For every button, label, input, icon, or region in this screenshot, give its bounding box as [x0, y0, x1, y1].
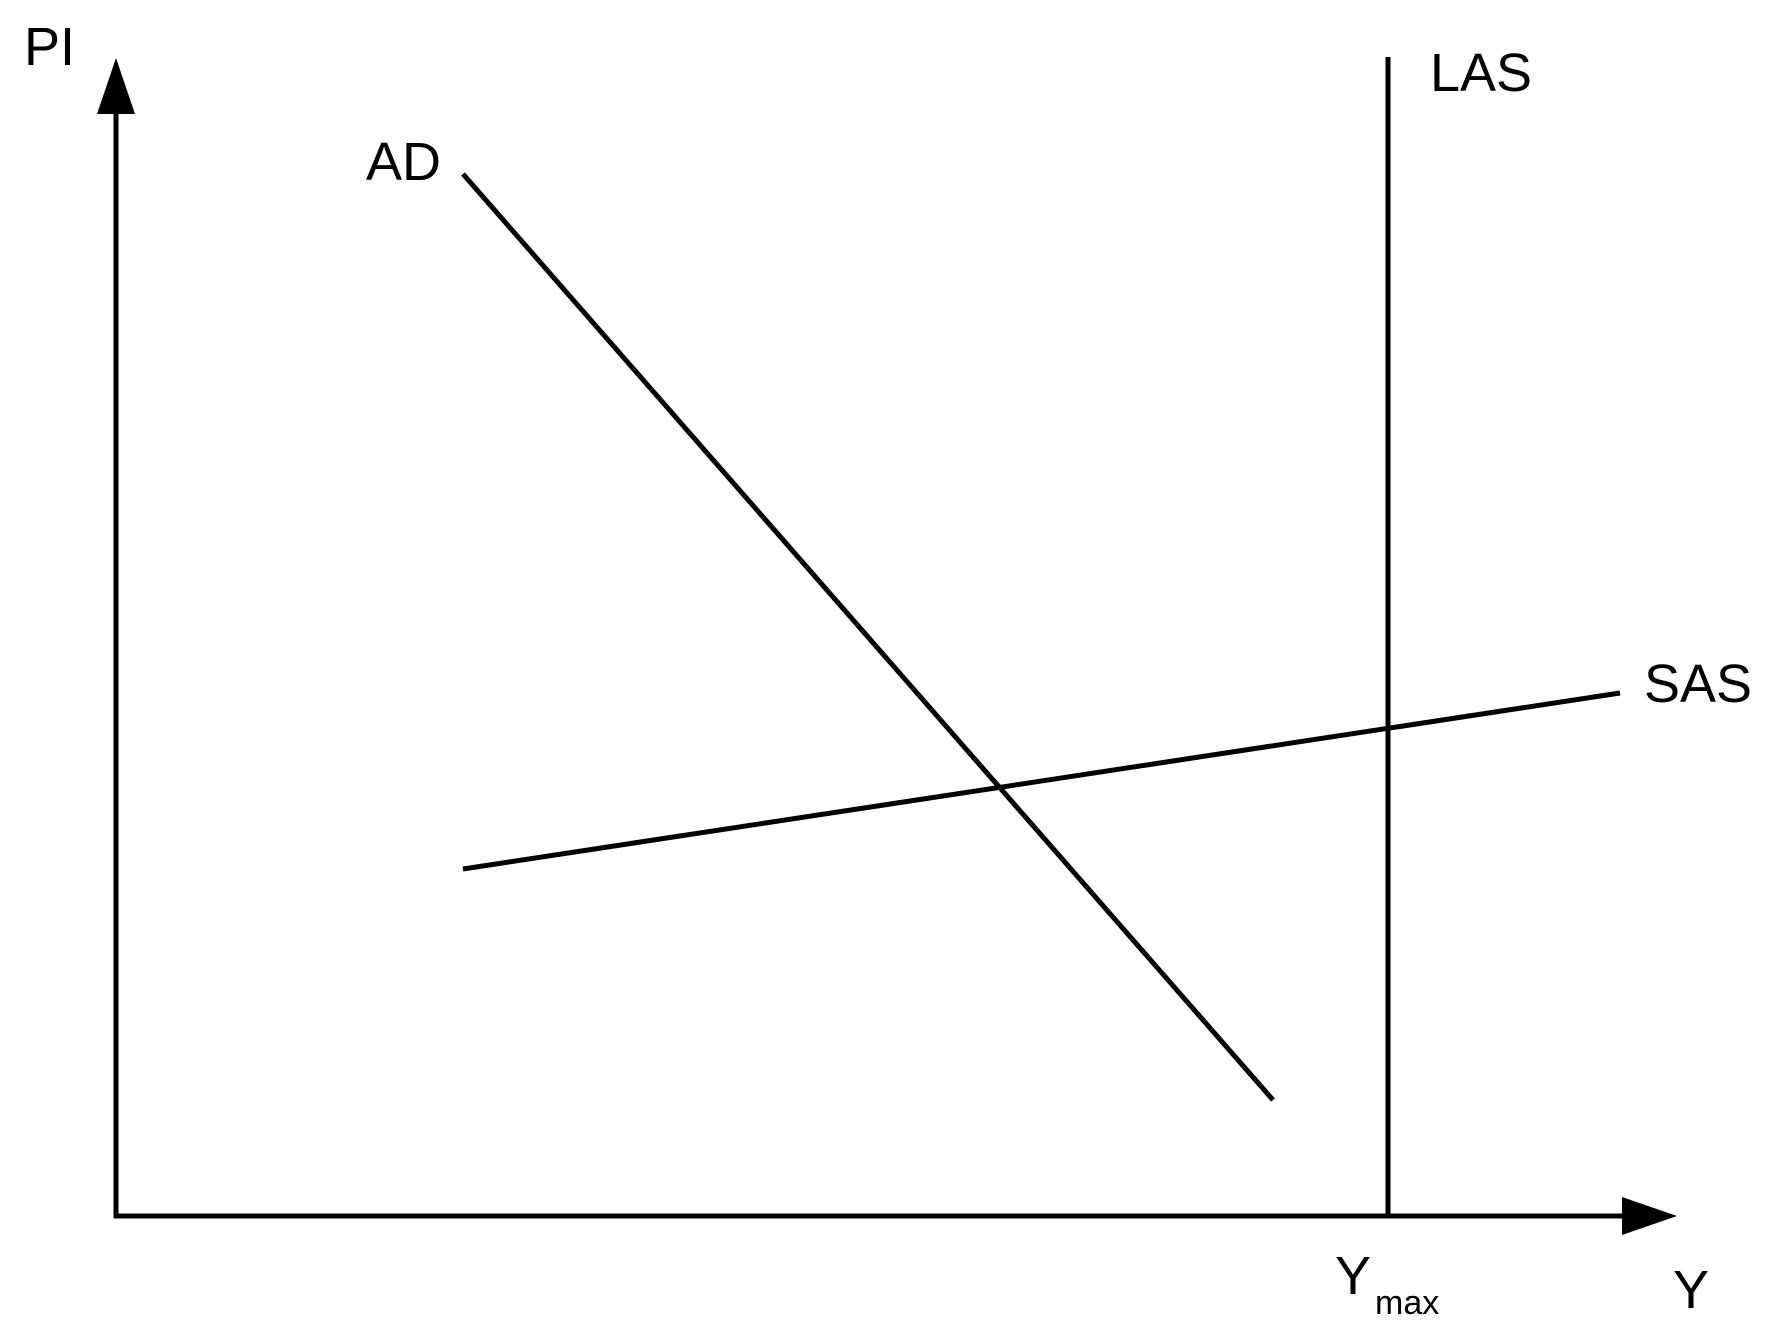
- sas-curve: [462, 690, 1621, 872]
- ymax-label-base: Y: [1335, 1246, 1371, 1306]
- x-axis-label: Y: [1673, 1260, 1709, 1320]
- ad-label: AD: [366, 132, 441, 192]
- y-axis-label: PI: [24, 17, 75, 77]
- ad-curve: [461, 172, 1275, 1102]
- ymax-label-subscript: max: [1375, 1284, 1439, 1322]
- x-axis-arrowhead: [1622, 1197, 1677, 1235]
- y-axis-arrowhead: [97, 58, 135, 114]
- las-label: LAS: [1430, 43, 1532, 103]
- sas-label: SAS: [1644, 654, 1752, 714]
